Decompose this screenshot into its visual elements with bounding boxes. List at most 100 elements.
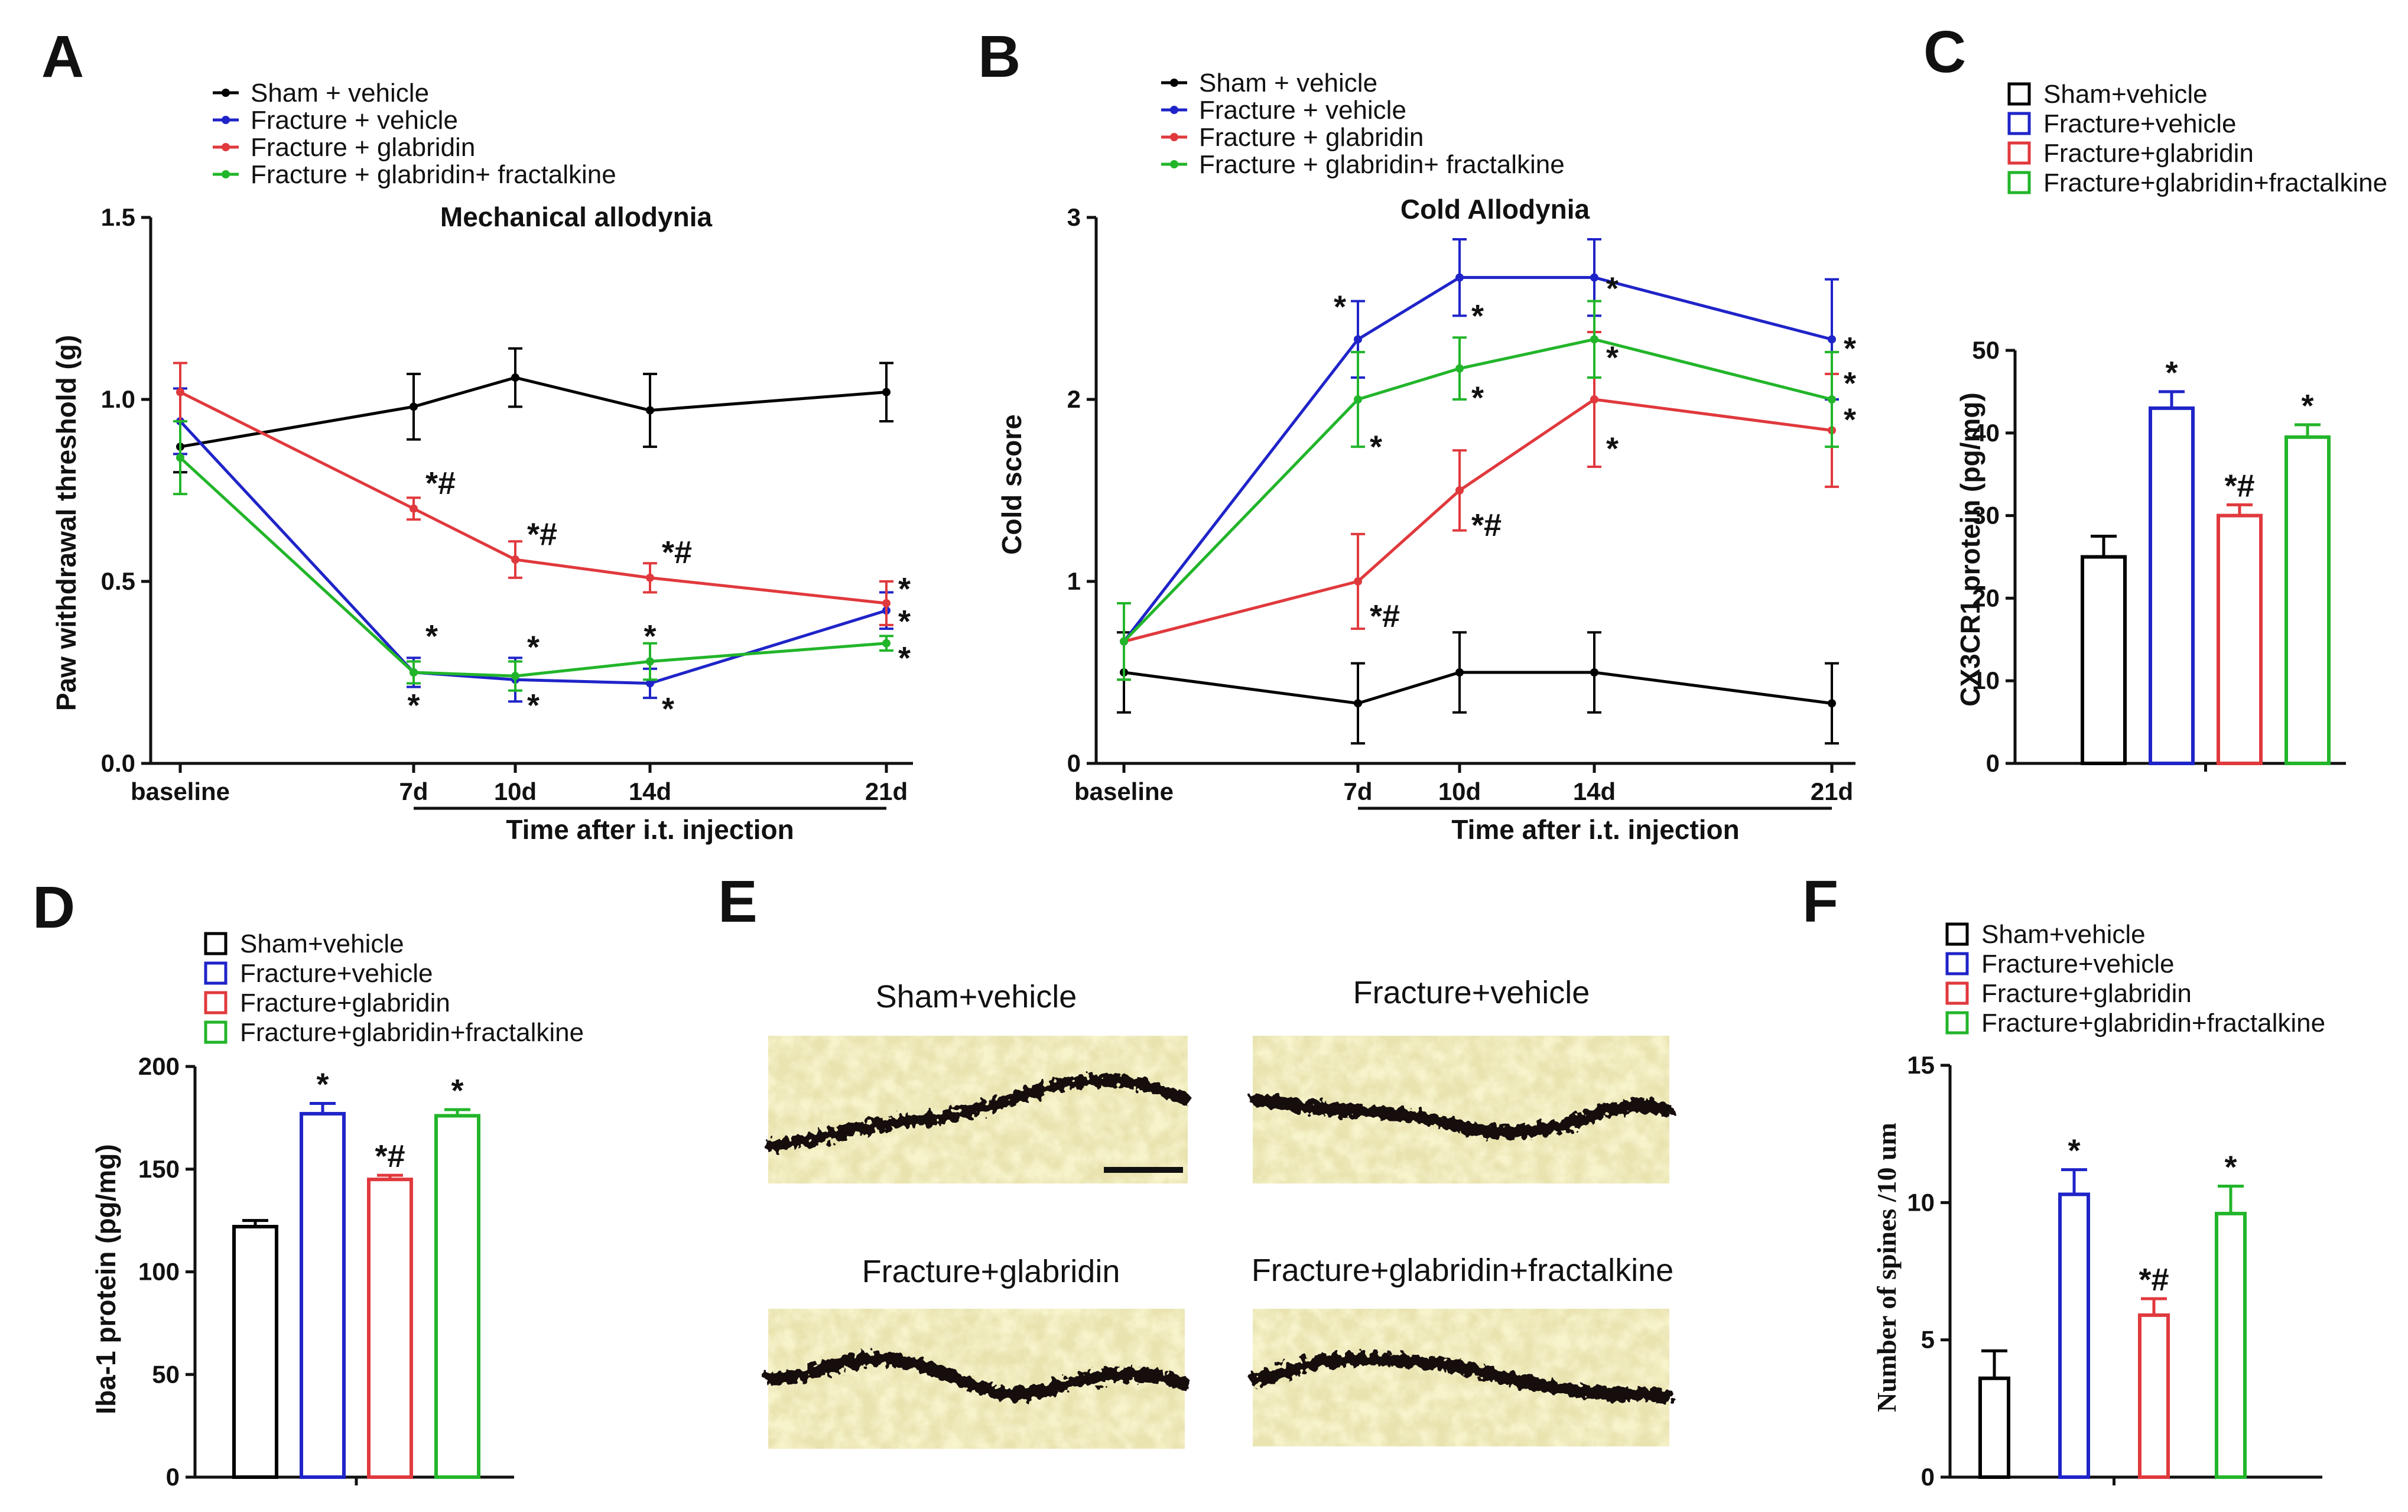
chart-a-legend-marker [222, 143, 230, 151]
chart-a-data-point [511, 672, 519, 681]
chart-a-x-tick-label: baseline [131, 778, 230, 805]
chart-a-data-point [882, 599, 891, 607]
chart-a-xlabel: Time after i.t. injection [506, 814, 794, 845]
chart-c-legend-label: Fracture+vehicle [2043, 109, 2236, 138]
chart-f-ylabel: Number of spines /10 um [1871, 1123, 1902, 1412]
panel-letter-c: C [1923, 19, 1966, 85]
chart-b-y-tick-label: 0 [1067, 749, 1081, 777]
chart-a-data-point [176, 388, 184, 396]
chart-b-series-fracture-glabridin-fractalkine [1117, 300, 1839, 681]
chart-c-y-tick-label: 40 [1972, 419, 2000, 447]
chart-a-legend-label: Sham + vehicle [251, 79, 429, 108]
chart-c-significance-mark: * [2165, 355, 2178, 391]
chart-f-legend-swatch [1945, 981, 1969, 1005]
chart-d-y-tick-label: 150 [138, 1155, 180, 1183]
chart-b-significance-mark: *# [1471, 508, 1502, 543]
chart-b-series-fracture-vehicle [1117, 238, 1839, 681]
chart-d-legend-label: Sham+vehicle [240, 929, 404, 958]
chart-b-significance-mark: * [1844, 366, 1856, 401]
chart-a-axes: 0.0 0.5 1.0 1.5 baseline 7d 10d 14d 21d [101, 203, 913, 810]
chart-b-data-point [1590, 335, 1598, 344]
chart-c-legend-swatch [2007, 82, 2031, 106]
chart-b-plot-area: * ***** **#*#*** [1117, 238, 1856, 745]
chart-c-y-tick-label: 30 [1972, 502, 2000, 529]
chart-a-significance-mark: *# [527, 516, 557, 552]
chart-b-data-point [1354, 395, 1362, 404]
chart-a-significance-mark: * [425, 619, 438, 654]
panel-letter-e: E [718, 869, 758, 935]
chart-b-x-tick-label: 14d [1573, 778, 1616, 805]
chart-b-data-point [1455, 486, 1464, 495]
chart-a-significance-mark: *# [425, 466, 456, 501]
chart-f-y-tick-label: 5 [1921, 1326, 1935, 1354]
chart-c-bar-fracture-glabridin [2217, 513, 2263, 765]
chart-b-x-tick-label: baseline [1074, 778, 1174, 805]
chart-a-data-point [410, 402, 418, 411]
chart-c-bar-fracture-glabridin-fractalkine [2284, 435, 2331, 765]
chart-b-significance-mark: * [1471, 298, 1484, 334]
chart-b-significance-mark: * [1844, 331, 1856, 366]
chart-b-x-tick-label: 21d [1811, 778, 1853, 805]
chart-c-y-tick-label: 10 [1972, 666, 2000, 694]
chart-f-y-tick-label: 10 [1907, 1188, 1935, 1216]
chart-c-plot-area: * *# * [2081, 355, 2331, 765]
micrograph-label-sham-vehicle: Sham+vehicle [876, 979, 1077, 1014]
chart-b-data-point [1354, 699, 1362, 708]
chart-d-legend: Sham+vehicleFracture+vehicleFracture+gla… [204, 929, 584, 1047]
chart-d-axes: 0 50 100 150 200 [138, 1052, 514, 1491]
chart-b-data-point [1455, 273, 1464, 282]
chart-b-data-point [1120, 637, 1128, 646]
chart-d-legend-label: Fracture+vehicle [240, 959, 433, 988]
chart-d-significance-mark: *# [375, 1139, 405, 1174]
chart-f-legend-swatch [1945, 1011, 1969, 1035]
chart-a-significance-mark: * [898, 640, 911, 676]
chart-a-plot-area: *#*#*#* * ** * **** [173, 347, 911, 727]
chart-c-bar-fracture-vehicle [2149, 406, 2195, 765]
chart-b-legend-marker [1170, 133, 1178, 141]
chart-a-data-point [176, 453, 184, 462]
chart-a-data-point [511, 373, 519, 382]
chart-d-bar-fracture-glabridin-fractalkine [434, 1114, 480, 1479]
chart-a-y-tick-label: 1.5 [101, 203, 135, 231]
chart-a-data-point [646, 679, 654, 688]
chart-a-data-point [646, 657, 654, 666]
chart-a-data-point [646, 406, 654, 415]
chart-b-significance-mark: * [1370, 430, 1382, 465]
chart-a-data-point [410, 504, 418, 513]
chart-a-y-tick-label: 0.0 [101, 749, 135, 777]
chart-a-x-tick-label: 10d [494, 778, 537, 805]
chart-d-bar-sham-vehicle [232, 1225, 278, 1480]
chart-c-significance-mark: * [2301, 388, 2313, 424]
chart-c-ylabel: CX3CR1 protein (pg/mg) [1955, 392, 1985, 707]
chart-a-series-fracture-glabridin-fractalkine [173, 420, 893, 692]
chart-f-significance-mark: * [2068, 1133, 2080, 1169]
chart-b-data-point [1828, 395, 1836, 404]
chart-a-legend-marker [222, 170, 230, 178]
panel-letter-f: F [1802, 869, 1838, 935]
panel-e-dendritic-spine-micrographs: Sham+vehicle Fracture+vehicle Fracture+g… [765, 975, 1674, 1449]
chart-b-data-point [1354, 335, 1362, 344]
chart-f-legend-swatch [1945, 922, 1969, 946]
panel-a-mechanical-allodynia-chart: Mechanical allodynia Paw withdrawal thre… [51, 79, 913, 845]
chart-c-significance-mark: *# [2224, 468, 2254, 503]
chart-f-axes: 0 5 10 15 [1907, 1051, 2322, 1491]
chart-a-y-tick-label: 1.0 [101, 385, 135, 413]
chart-d-y-tick-label: 200 [138, 1052, 180, 1080]
chart-b-legend-marker [1170, 79, 1178, 87]
chart-b-legend-label: Fracture + glabridin+ fractalkine [1199, 150, 1565, 179]
chart-a-data-point [646, 573, 654, 582]
chart-a-significance-mark: * [898, 571, 911, 607]
chart-d-y-tick-label: 50 [152, 1360, 180, 1388]
chart-a-significance-mark: * [644, 619, 656, 654]
chart-b-significance-mark: * [1334, 289, 1346, 324]
chart-b-significance-mark: *# [1370, 599, 1400, 634]
chart-c-y-tick-label: 50 [1972, 336, 2000, 364]
chart-a-data-point [511, 555, 519, 564]
panel-f-spines-bar-chart: Number of spines /10 um Sham+vehicleFrac… [1871, 920, 2325, 1491]
chart-a-significance-mark: * [527, 688, 540, 723]
chart-b-title: Cold Allodynia [1400, 194, 1590, 225]
chart-a-ylabel: Paw withdrawal threshold (g) [51, 335, 82, 711]
